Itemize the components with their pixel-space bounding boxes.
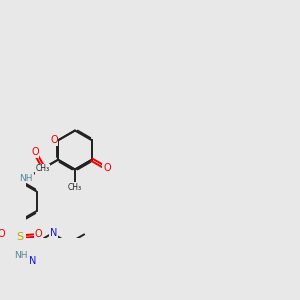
Text: CH₃: CH₃	[68, 183, 82, 192]
Text: N: N	[50, 228, 57, 238]
Text: O: O	[34, 229, 42, 239]
Text: N: N	[29, 256, 37, 266]
Text: O: O	[31, 148, 39, 158]
Text: NH: NH	[20, 174, 33, 183]
Text: S: S	[16, 232, 23, 242]
Text: NH: NH	[14, 251, 28, 260]
Text: CH₃: CH₃	[35, 164, 50, 173]
Text: O: O	[103, 164, 111, 173]
Text: O: O	[50, 135, 58, 145]
Text: O: O	[0, 229, 5, 239]
